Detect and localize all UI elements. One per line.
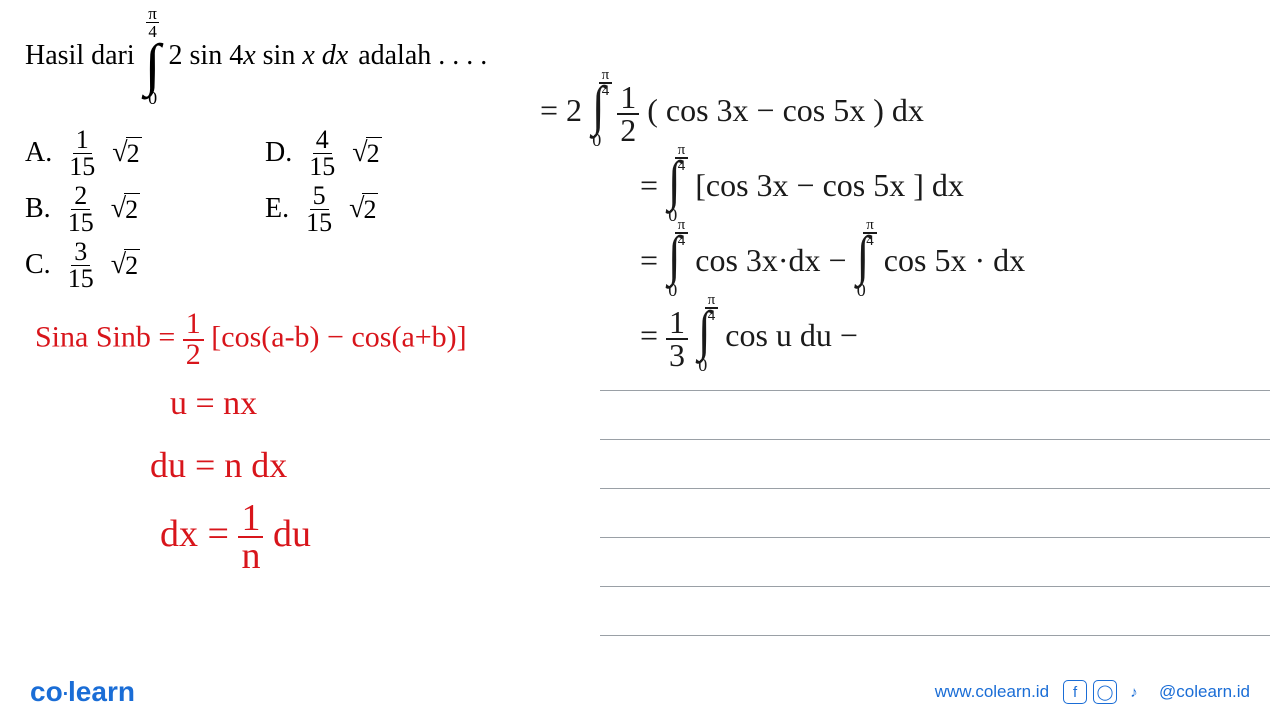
red-sub-2: du = n dx <box>150 440 287 490</box>
answer-options: A. 115 2 D. 415 2 B. 215 2 E. 515 2 C. 3… <box>25 125 575 293</box>
work-line-1: = 2 ∫π40 12 ( cos 3x − cos 5x ) dx <box>540 75 924 145</box>
instagram-icon: ◯ <box>1093 680 1117 704</box>
work-line-4: = 13 ∫π40 cos u du − <box>640 300 858 370</box>
red-sub-3: dx = 1n du <box>160 500 311 574</box>
option-c: C. 315 2 <box>25 237 265 293</box>
option-d: D. 415 2 <box>265 125 505 181</box>
tiktok-icon: ♪ <box>1123 681 1145 703</box>
integral-symbol: π 4 ∫ 0 <box>145 5 161 107</box>
brand-logo: co·learn <box>30 676 135 708</box>
footer: co·learn www.colearn.id f ◯ ♪ @colearn.i… <box>0 676 1280 708</box>
work-line-3: = ∫π40 cos 3x·dx − ∫π40 cos 5x · dx <box>640 225 1025 287</box>
option-a: A. 115 2 <box>25 125 265 181</box>
printed-problem: Hasil dari π 4 ∫ 0 2 sin 4x sin x dx ada… <box>25 5 575 293</box>
footer-handle: @colearn.id <box>1159 682 1250 702</box>
lead-text: Hasil dari <box>25 40 135 72</box>
question-line: Hasil dari π 4 ∫ 0 2 sin 4x sin x dx ada… <box>25 5 575 107</box>
work-line-2: = ∫π40 [cos 3x − cos 5x ] dx <box>640 150 964 212</box>
social-icons: f ◯ ♪ <box>1063 680 1145 704</box>
option-e: E. 515 2 <box>265 181 505 237</box>
ruled-lines <box>600 390 1270 684</box>
footer-url: www.colearn.id <box>935 682 1049 702</box>
facebook-icon: f <box>1063 680 1087 704</box>
red-formula: Sina Sinb = 12 [cos(a-b) − cos(a+b)] <box>35 310 467 369</box>
option-b: B. 215 2 <box>25 181 265 237</box>
red-sub-1: u = nx <box>170 380 257 428</box>
footer-right: www.colearn.id f ◯ ♪ @colearn.id <box>935 680 1250 704</box>
integrand: 2 sin 4x sin x dx <box>169 40 349 72</box>
trail-text: adalah . . . . <box>358 40 487 72</box>
